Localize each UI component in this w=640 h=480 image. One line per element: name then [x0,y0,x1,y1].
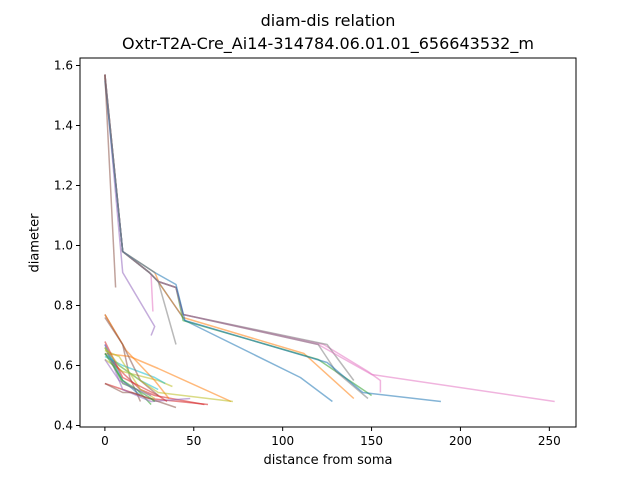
y-axis-label: diameter [27,213,43,273]
series-line-25 [104,317,159,397]
series-line-24 [104,359,152,397]
y-tick-label: 1.2 [54,179,73,193]
x-tick-label: 0 [101,434,109,448]
series-line-29 [104,347,233,403]
x-axis-ticks: 0 50 100 150 200 250 [101,427,561,448]
y-tick-label: 0.6 [54,359,73,373]
series-line-26 [150,275,154,312]
chart-title: diam-dis relation [260,11,396,30]
series-layer [104,74,555,409]
y-tick-label: 1.6 [54,59,73,73]
x-tick-label: 50 [186,434,201,448]
x-tick-label: 150 [360,434,383,448]
x-tick-label: 250 [538,434,561,448]
series-line-16 [104,77,555,403]
y-tick-label: 1.0 [54,239,73,253]
y-tick-label: 1.4 [54,119,73,133]
y-tick-label: 0.8 [54,299,73,313]
x-tick-label: 100 [271,434,294,448]
series-line-4 [104,74,156,336]
series-line-28 [104,74,117,288]
x-tick-label: 200 [449,434,472,448]
x-axis-label: distance from soma [263,453,393,468]
y-tick-label: 0.4 [54,419,73,433]
series-line-7 [104,77,355,381]
axes-frame [79,57,577,428]
series-line-2 [104,77,373,397]
series-line-6 [104,74,382,393]
series-line-20 [104,80,441,403]
series-line-1 [104,74,355,400]
chart-subtitle: Oxtr-T2A-Cre_Ai14-314784.06.01.01_656643… [122,34,534,53]
series-line-27 [104,74,177,345]
y-axis-ticks: 0.4 0.6 0.8 1.0 1.2 1.4 1.6 [54,59,80,433]
